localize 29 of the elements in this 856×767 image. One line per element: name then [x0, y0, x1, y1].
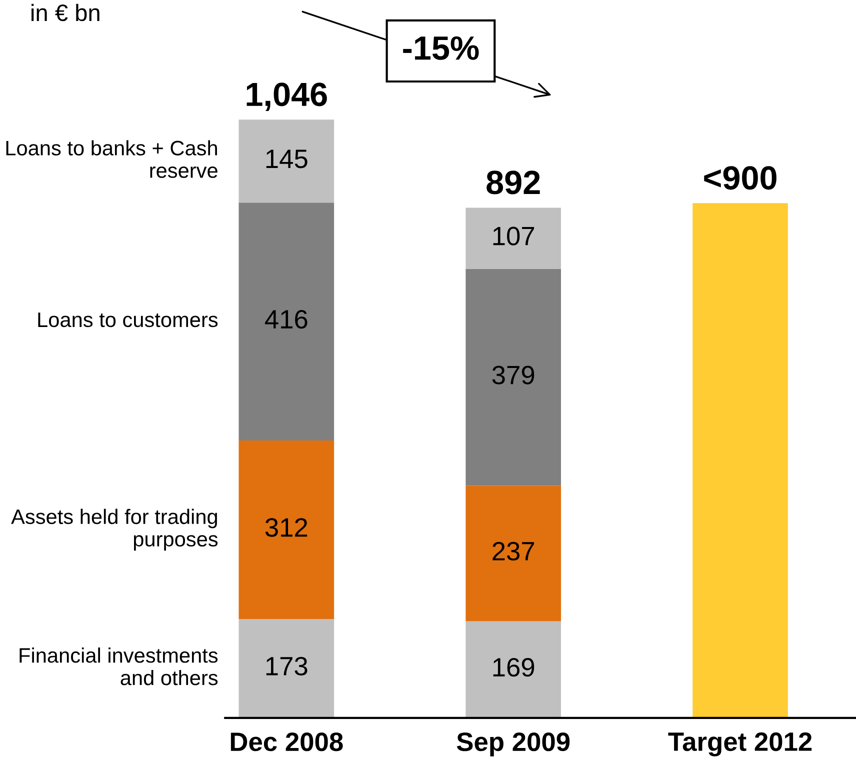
- data-label: 416: [264, 310, 308, 329]
- bar: [238, 618, 334, 718]
- text: -15%: [403, 36, 479, 60]
- x-tick-label: Target 2012: [668, 732, 812, 756]
- series-label: Financial investments and others: [20, 648, 218, 686]
- series-label: Loans to banks + Cash reserve: [6, 140, 218, 178]
- x-tick-label: Sep 2009: [456, 732, 570, 756]
- data-label: 237: [492, 542, 534, 561]
- total-label: 892: [486, 170, 540, 194]
- bar: [466, 268, 561, 486]
- data-label: 379: [492, 366, 534, 384]
- x-tick-label: Dec 2008: [230, 732, 343, 752]
- total-label: <900: [704, 166, 776, 190]
- bar: [466, 486, 561, 622]
- series-label: Loans to customers: [38, 312, 218, 328]
- data-label: 312: [265, 518, 308, 537]
- data-label: 169: [493, 658, 534, 677]
- bar: [238, 440, 334, 619]
- bar: [692, 203, 788, 718]
- bar: [466, 621, 561, 718]
- bar: [466, 208, 561, 269]
- bar: [238, 120, 334, 203]
- data-label: 107: [493, 226, 534, 246]
- data-label: 173: [266, 656, 308, 676]
- bar: [238, 202, 334, 441]
- series-label: Assets held for trading purposes: [11, 508, 218, 551]
- total-label: 1,046: [246, 82, 327, 112]
- text: in € bn: [32, 4, 100, 22]
- data-label: 145: [266, 150, 308, 168]
